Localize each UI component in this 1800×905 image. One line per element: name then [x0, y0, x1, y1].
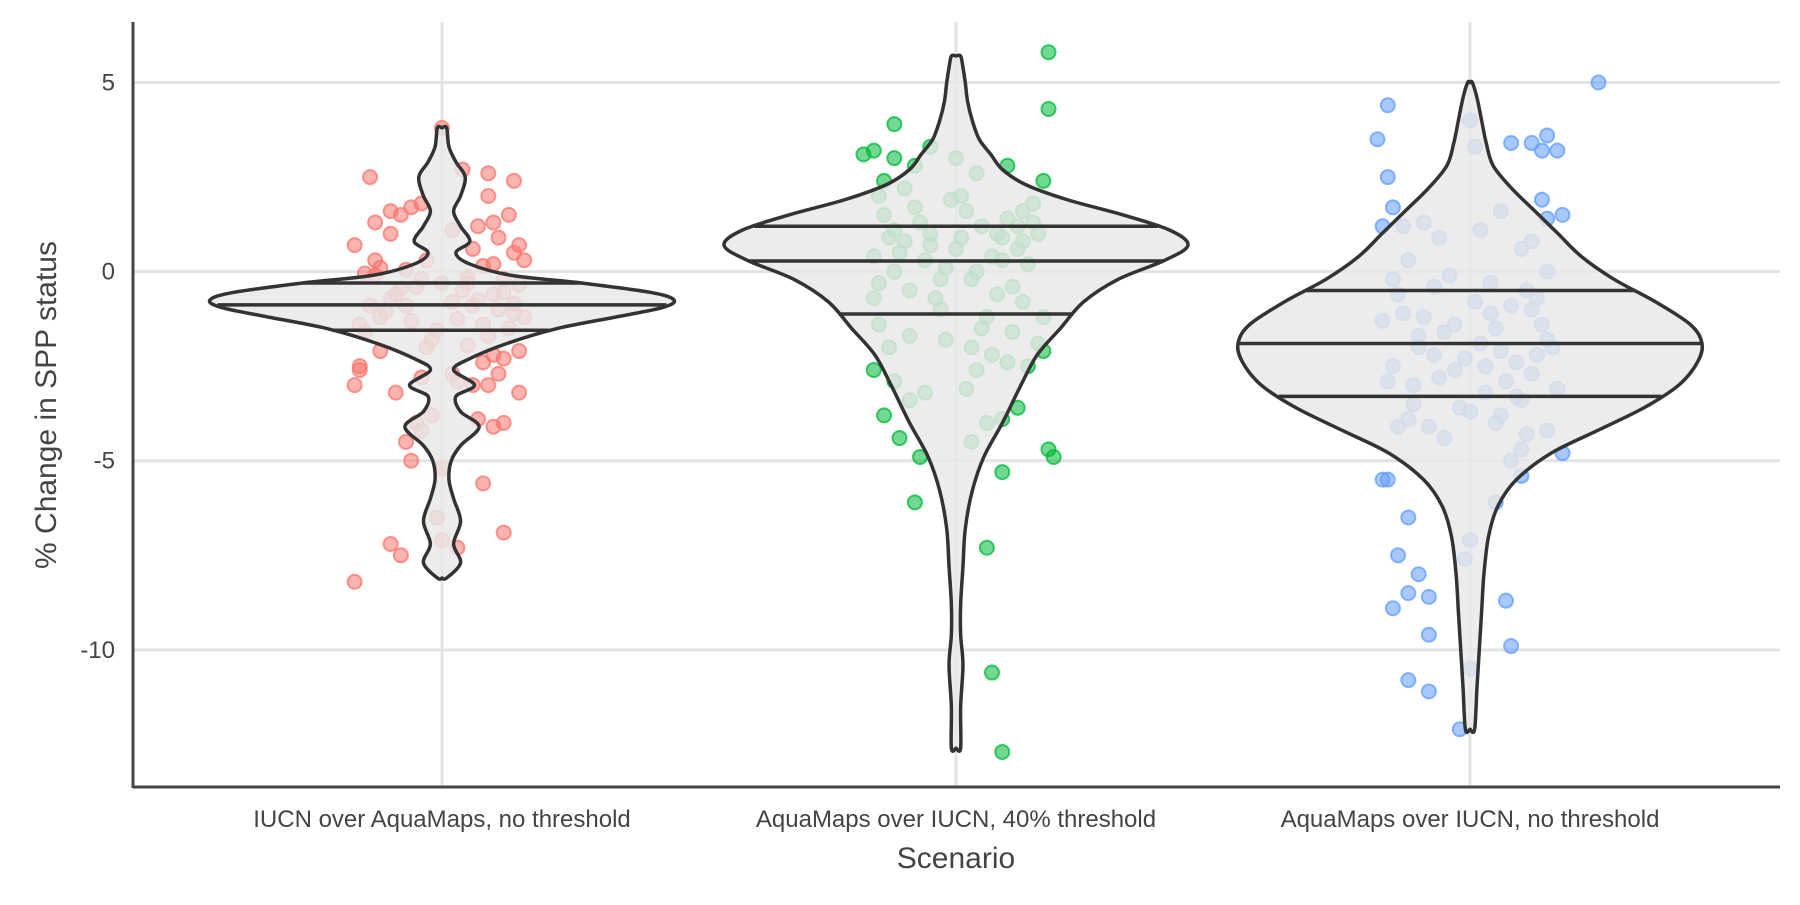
- data-point: [1040, 44, 1057, 61]
- data-point: [1384, 199, 1401, 216]
- axis-layer: [131, 22, 1780, 789]
- data-point: [346, 573, 363, 590]
- data-point: [1533, 191, 1550, 208]
- data-point: [480, 377, 497, 394]
- data-point: [475, 475, 492, 492]
- data-point: [1369, 131, 1386, 148]
- y-axis-title: % Change in SPP status: [30, 241, 63, 569]
- data-point: [865, 142, 882, 159]
- data-point: [516, 252, 533, 269]
- data-point: [480, 187, 497, 204]
- data-point: [511, 343, 528, 360]
- data-point: [1045, 448, 1062, 465]
- y-tick-label: 0: [102, 259, 115, 286]
- violin-shape: [1235, 79, 1705, 735]
- data-point: [1554, 206, 1571, 223]
- data-point: [485, 418, 502, 435]
- data-point: [500, 206, 517, 223]
- data-point: [1590, 74, 1607, 91]
- data-point: [1503, 135, 1520, 152]
- data-point: [1384, 600, 1401, 617]
- data-point: [1379, 169, 1396, 186]
- data-point: [1035, 172, 1052, 189]
- data-point: [1400, 585, 1417, 602]
- data-point: [346, 377, 363, 394]
- data-point: [891, 430, 908, 447]
- data-point: [382, 535, 399, 552]
- data-point: [1533, 142, 1550, 159]
- data-point: [886, 150, 903, 167]
- violin-shape: [207, 124, 677, 581]
- y-tick-label: -10: [80, 637, 115, 664]
- data-point: [1539, 127, 1556, 144]
- data-point: [485, 214, 502, 231]
- data-point: [367, 252, 384, 269]
- violin-shape: [722, 53, 1190, 753]
- data-point: [1497, 592, 1514, 609]
- data-point: [398, 433, 415, 450]
- data-point: [865, 361, 882, 378]
- data-point: [1400, 672, 1417, 689]
- data-point: [994, 743, 1011, 760]
- data-point: [1503, 638, 1520, 655]
- data-point: [978, 539, 995, 556]
- data-point: [505, 172, 522, 189]
- data-point: [346, 237, 363, 254]
- x-tick-label: AquaMaps over IUCN, no threshold: [1281, 806, 1660, 833]
- data-point: [382, 225, 399, 242]
- data-point: [480, 165, 497, 182]
- data-point: [464, 240, 481, 257]
- data-point: [1420, 626, 1437, 643]
- x-axis-title: Scenario: [897, 842, 1015, 875]
- data-point: [511, 237, 528, 254]
- data-point: [1420, 588, 1437, 605]
- data-point: [475, 354, 492, 371]
- data-point: [876, 407, 893, 424]
- data-point: [392, 547, 409, 564]
- data-point: [1400, 509, 1417, 526]
- data-point: [490, 229, 507, 246]
- data-point: [351, 361, 368, 378]
- data-point: [490, 365, 507, 382]
- tick-layer: 5 0 -5 -10 IUCN over AquaMaps, no threshold A…: [80, 70, 1659, 833]
- data-point: [387, 384, 404, 401]
- x-tick-label: IUCN over AquaMaps, no threshold: [253, 806, 631, 833]
- data-point: [1379, 471, 1396, 488]
- data-point: [1410, 566, 1427, 583]
- data-point: [511, 384, 528, 401]
- data-point: [994, 464, 1011, 481]
- violin-layer: [207, 53, 1705, 753]
- data-point: [1390, 547, 1407, 564]
- y-tick-label: -5: [94, 448, 115, 475]
- data-point: [1549, 142, 1566, 159]
- data-point: [1379, 97, 1396, 114]
- data-point: [906, 494, 923, 511]
- data-point: [469, 218, 486, 235]
- data-point: [392, 206, 409, 223]
- data-point: [367, 214, 384, 231]
- data-point: [1040, 100, 1057, 117]
- data-point: [1420, 683, 1437, 700]
- y-tick-label: 5: [102, 70, 115, 97]
- data-point: [495, 524, 512, 541]
- data-point: [983, 664, 1000, 681]
- x-tick-label: AquaMaps over IUCN, 40% threshold: [756, 806, 1156, 833]
- data-point: [362, 169, 379, 186]
- data-point: [886, 116, 903, 133]
- data-point: [403, 452, 420, 469]
